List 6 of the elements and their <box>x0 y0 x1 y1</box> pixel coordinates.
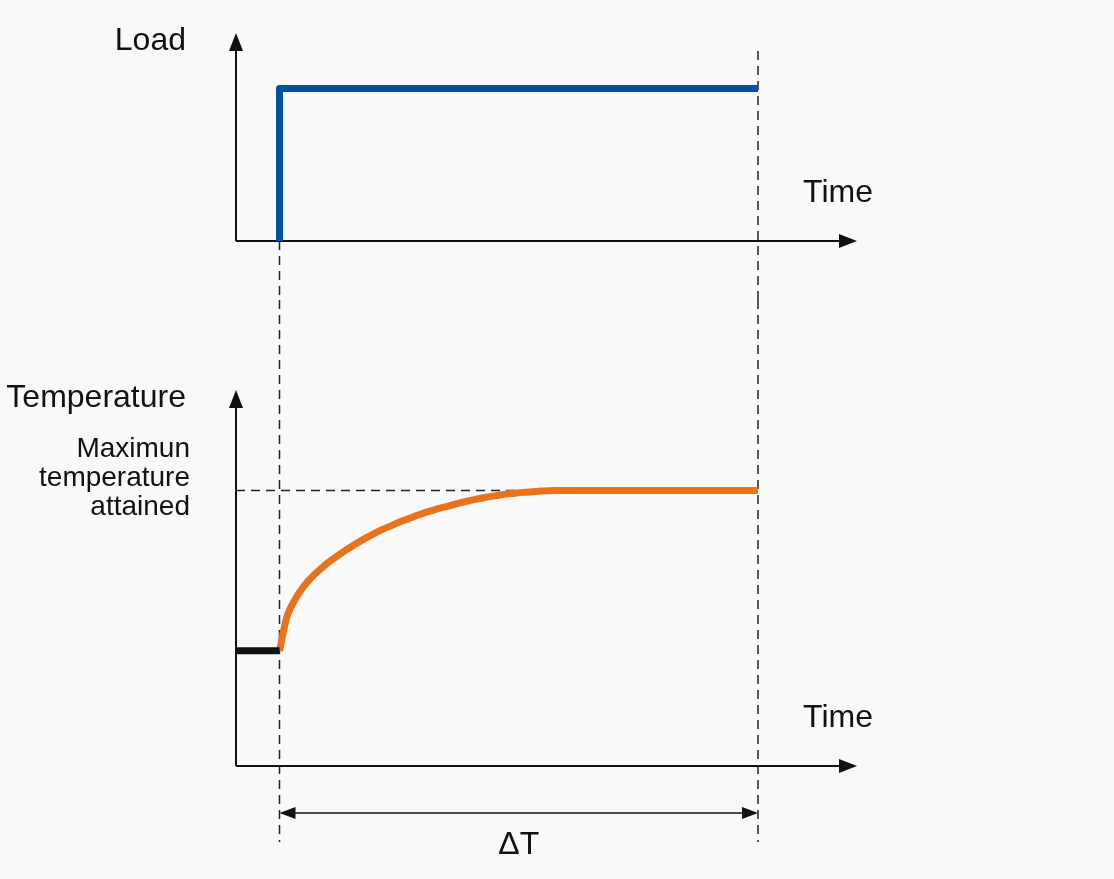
x-axis-title: Time <box>803 173 873 209</box>
x-axis-title: Time <box>803 698 873 734</box>
text: ΔT <box>498 825 540 861</box>
ref-line-label: Maximun temperature attained <box>39 431 190 521</box>
y-axis-title: Temperature <box>6 378 186 414</box>
y-axis-title: Load <box>114 21 186 57</box>
